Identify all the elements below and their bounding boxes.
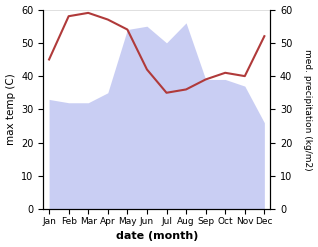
- Y-axis label: max temp (C): max temp (C): [5, 74, 16, 145]
- Y-axis label: med. precipitation (kg/m2): med. precipitation (kg/m2): [303, 49, 313, 170]
- X-axis label: date (month): date (month): [115, 231, 198, 242]
